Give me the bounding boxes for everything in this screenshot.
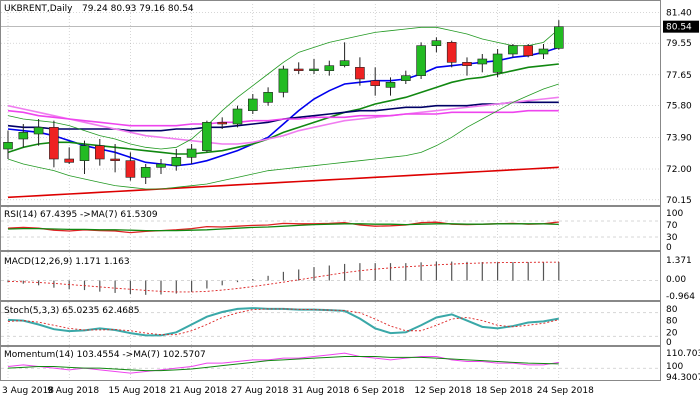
bull-candle — [33, 127, 44, 135]
label-layer: 81.40 79.55 77.65 75.80 73.90 72.00 70.15 3 Aug… — [2, 8, 700, 396]
stoch-label: Stoch(5,3,3) 65.0235 62.4685 — [4, 306, 139, 316]
price-tick-label: 72.00 — [666, 165, 692, 175]
bull-candle — [385, 82, 396, 88]
stoch-pane-frame — [0, 301, 661, 346]
momentum-tick-label: 110.7032 — [666, 349, 700, 359]
bull-candle — [477, 58, 488, 65]
bull-candle — [538, 48, 549, 55]
date-tick-label: 6 Sep 2018 — [353, 386, 405, 396]
date-tick-label: 24 Sep 2018 — [537, 386, 594, 396]
bull-candle — [156, 163, 166, 168]
date-tick-label: 15 Aug 2018 — [108, 386, 166, 396]
bear-candle — [64, 158, 74, 163]
price-tick-label: 81.40 — [666, 8, 692, 18]
bear-candle — [523, 45, 534, 56]
rsi-label: RSI(14) 67.4395 ->MA(7) 61.5309 — [4, 210, 158, 220]
price-layer — [3, 20, 564, 199]
rsi-tick-label: 100 — [666, 209, 683, 219]
macd-signal-line — [7, 261, 559, 293]
bull-candle — [232, 108, 243, 125]
bull-candle — [171, 157, 182, 166]
date-tick-label: 21 Aug 2018 — [170, 386, 228, 396]
bear-candle — [370, 80, 381, 86]
last-price-label: 80.54 — [666, 23, 692, 33]
bull-candle — [309, 68, 319, 71]
grid-layer — [1, 4, 660, 380]
bear-candle — [95, 145, 105, 160]
date-tick-label: 31 Aug 2018 — [292, 386, 350, 396]
bear-candle — [446, 42, 457, 63]
date-tick-label: 9 Aug 2018 — [47, 386, 99, 396]
macd-tick-label: -0.964 — [666, 292, 695, 302]
rsi-tick-label: 70 — [666, 221, 678, 231]
bear-candle — [49, 127, 59, 160]
momentum-tick-label: 100 — [666, 362, 683, 372]
rsi-tick-label: 0 — [666, 243, 672, 253]
stoch-series-line — [7, 308, 559, 336]
stoch-tick-label: 0 — [666, 338, 672, 348]
bull-candle — [278, 68, 289, 93]
overlay-bollinger-line — [7, 26, 560, 150]
stoch-tick-label: 80 — [666, 317, 678, 327]
macd-tick-label: 0.00 — [666, 275, 686, 285]
rsi-pane-frame — [0, 206, 661, 251]
bull-candle — [339, 60, 350, 66]
bull-candle — [324, 65, 335, 71]
bear-candle — [125, 160, 136, 178]
bull-candle — [140, 167, 151, 178]
bull-candle — [202, 122, 212, 151]
bull-candle — [248, 98, 258, 111]
bear-candle — [110, 158, 120, 161]
bull-candle — [416, 45, 426, 76]
bull-candle — [18, 132, 29, 140]
bull-candle — [3, 142, 13, 150]
momentum-series-line — [7, 352, 559, 374]
bear-candle — [355, 67, 365, 80]
momentum-label: Momentum(14) 103.4554 ->MA(7) 102.5707 — [4, 350, 206, 360]
indicator-layer — [7, 221, 560, 374]
price-tick-label: 77.65 — [666, 71, 692, 81]
overlay-pink2-line — [7, 96, 559, 145]
bull-candle — [400, 75, 411, 81]
bull-candle — [79, 145, 90, 161]
overlay-bollinger-line — [7, 83, 559, 190]
overlay-ma_red-line — [7, 166, 559, 199]
last-price-badge — [663, 20, 699, 33]
date-tick-label: 18 Sep 2018 — [476, 386, 533, 396]
bull-candle — [553, 26, 564, 49]
momentum-tick-label: 94.3007 — [666, 373, 700, 383]
price-tick-label: 70.15 — [666, 196, 692, 206]
stoch-tick-label: 80 — [666, 305, 678, 315]
macd-tick-label: 1.371 — [666, 256, 692, 266]
bull-candle — [431, 40, 442, 46]
price-tick-label: 73.90 — [666, 133, 692, 143]
price-tick-label: 79.55 — [666, 39, 692, 49]
macd-label: MACD(12,26,9) 1.171 1.163 — [4, 257, 130, 267]
bull-candle — [492, 53, 503, 73]
bull-candle — [186, 148, 197, 158]
rsi-tick-label: 30 — [666, 233, 678, 243]
bull-candle — [263, 92, 273, 103]
date-tick-label: 12 Sep 2018 — [414, 386, 471, 396]
bear-candle — [293, 68, 304, 71]
rsi-series-line — [7, 223, 559, 232]
stoch-tick-label: 20 — [666, 328, 678, 338]
macd-pane-frame — [0, 251, 661, 301]
bear-candle — [217, 122, 227, 125]
bear-candle — [462, 62, 472, 66]
date-tick-label: 27 Aug 2018 — [231, 386, 289, 396]
price-tick-label: 75.80 — [666, 102, 692, 112]
overlay-ma_pink-line — [7, 109, 559, 127]
ohlc-header: 79.24 80.93 79.16 80.54 — [82, 4, 194, 14]
bull-candle — [508, 45, 518, 55]
momentum-series-line — [7, 356, 559, 372]
date-tick-label: 3 Aug 2018 — [2, 386, 54, 396]
symbol-header: UKBRENT,Daily — [4, 4, 73, 14]
